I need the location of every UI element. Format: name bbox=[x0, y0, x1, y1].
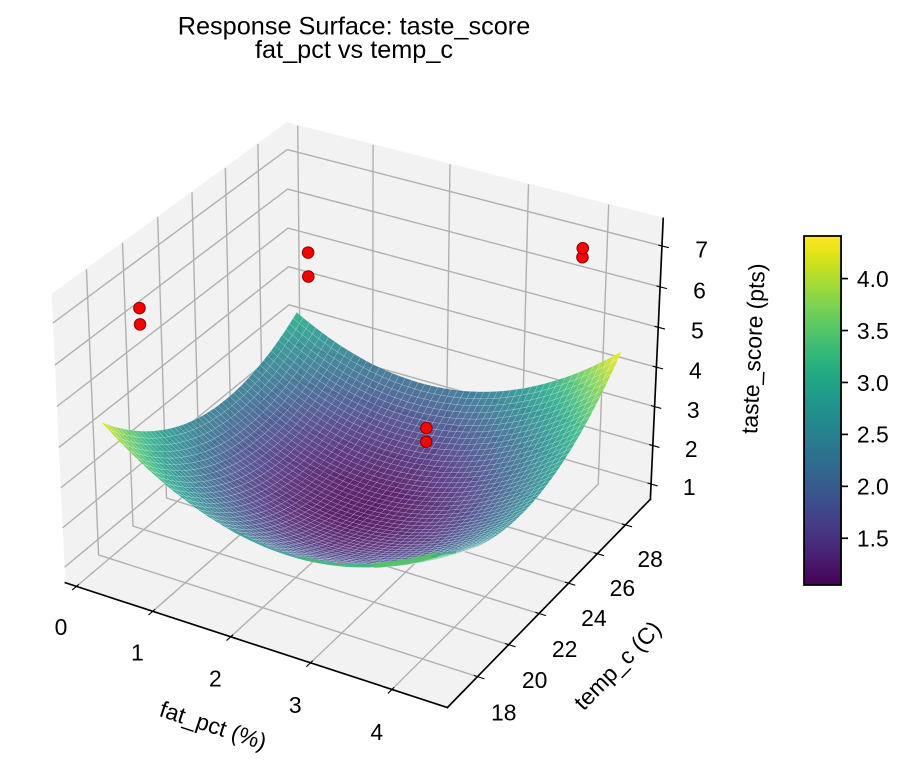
svg-text:1: 1 bbox=[683, 474, 696, 500]
svg-text:4: 4 bbox=[370, 719, 383, 745]
svg-text:Response Surface: taste_score: Response Surface: taste_score bbox=[178, 12, 531, 40]
svg-text:28: 28 bbox=[637, 546, 662, 572]
svg-text:4: 4 bbox=[689, 358, 702, 384]
svg-text:18: 18 bbox=[491, 700, 516, 726]
svg-text:20: 20 bbox=[522, 667, 547, 693]
svg-text:3: 3 bbox=[687, 397, 700, 423]
svg-text:7: 7 bbox=[695, 237, 708, 263]
svg-text:0: 0 bbox=[55, 614, 68, 640]
svg-text:fat_pct vs temp_c: fat_pct vs temp_c bbox=[255, 36, 453, 64]
svg-text:3: 3 bbox=[289, 692, 302, 718]
svg-text:2.5: 2.5 bbox=[857, 422, 889, 448]
svg-text:2: 2 bbox=[209, 665, 222, 691]
svg-text:1.5: 1.5 bbox=[857, 526, 889, 552]
svg-text:1: 1 bbox=[131, 639, 144, 665]
svg-text:4.0: 4.0 bbox=[857, 266, 889, 292]
svg-text:3.0: 3.0 bbox=[857, 370, 889, 396]
svg-text:2.0: 2.0 bbox=[857, 474, 889, 500]
svg-text:22: 22 bbox=[552, 636, 577, 662]
svg-text:6: 6 bbox=[693, 277, 706, 303]
svg-text:26: 26 bbox=[610, 575, 635, 601]
svg-text:3.5: 3.5 bbox=[857, 318, 889, 344]
svg-text:24: 24 bbox=[581, 605, 607, 631]
svg-text:2: 2 bbox=[685, 436, 698, 462]
svg-text:5: 5 bbox=[691, 318, 704, 344]
